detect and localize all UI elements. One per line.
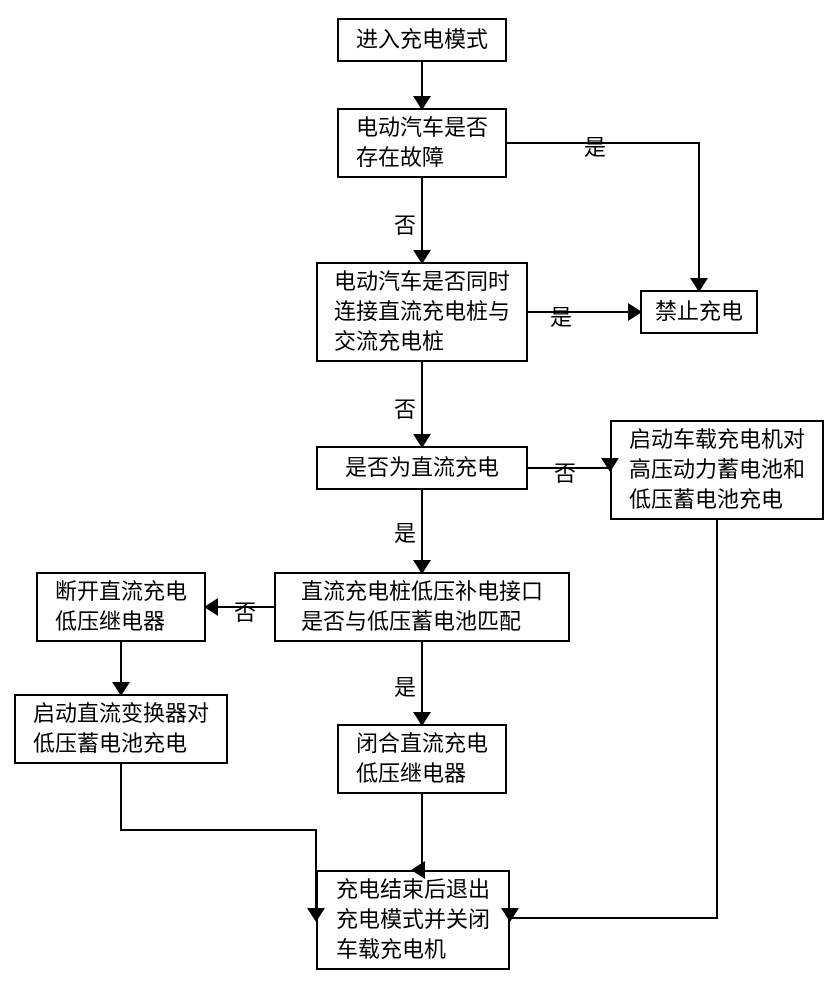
flow-node-text: 禁止充电 <box>655 297 743 327</box>
flow-node-n1: 进入充电模式 <box>337 18 507 62</box>
flow-node-n2: 电动汽车是否 存在故障 <box>337 108 507 178</box>
edge <box>121 764 316 920</box>
edge-label-l2: 否 <box>392 208 418 240</box>
edge-label-l4: 否 <box>392 392 418 424</box>
flow-node-text: 电动汽车是否同时 连接直流充电桩与 交流充电桩 <box>334 267 510 356</box>
edge-label-l6: 是 <box>392 516 418 548</box>
flow-node-text: 启动直流变换器对 低压蓄电池充电 <box>33 699 209 758</box>
edge-label-l1: 是 <box>582 130 608 162</box>
flow-node-text: 闭合直流充电 低压继电器 <box>356 729 488 788</box>
flowchart-canvas: 进入充电模式电动汽车是否 存在故障电动汽车是否同时 连接直流充电桩与 交流充电桩… <box>0 0 836 1000</box>
flow-node-n7: 直流充电桩低压补电接口 是否与低压蓄电池匹配 <box>274 572 570 642</box>
flow-node-n9: 启动直流变换器对 低压蓄电池充电 <box>14 694 228 764</box>
flow-node-text: 充电结束后退出 充电模式并关闭 车载充电机 <box>336 875 490 964</box>
edge-label-l7: 否 <box>232 595 258 627</box>
flow-node-text: 断开直流充电 低压继电器 <box>55 577 187 636</box>
flow-node-n4: 禁止充电 <box>640 290 758 334</box>
flow-node-text: 是否为直流充电 <box>345 453 499 483</box>
flow-node-n10: 闭合直流充电 低压继电器 <box>337 724 507 794</box>
edge <box>413 794 422 870</box>
edge-label-l3: 是 <box>548 300 574 332</box>
flow-node-n6: 启动车载充电机对 高压动力蓄电池和 低压蓄电池充电 <box>610 420 824 520</box>
flow-node-n3: 电动汽车是否同时 连接直流充电桩与 交流充电桩 <box>316 262 528 362</box>
edge <box>507 143 699 290</box>
flow-node-text: 电动汽车是否 存在故障 <box>356 113 488 172</box>
flow-node-text: 直流充电桩低压补电接口 是否与低压蓄电池匹配 <box>301 577 543 636</box>
flow-node-n11: 充电结束后退出 充电模式并关闭 车载充电机 <box>316 870 510 970</box>
flow-node-text: 进入充电模式 <box>356 25 488 55</box>
flow-node-text: 启动车载充电机对 高压动力蓄电池和 低压蓄电池充电 <box>629 425 805 514</box>
edge-label-l8: 是 <box>392 670 418 702</box>
flow-node-n5: 是否为直流充电 <box>316 446 528 490</box>
edge-label-l5: 否 <box>552 456 578 488</box>
flow-node-n8: 断开直流充电 低压继电器 <box>36 572 206 642</box>
